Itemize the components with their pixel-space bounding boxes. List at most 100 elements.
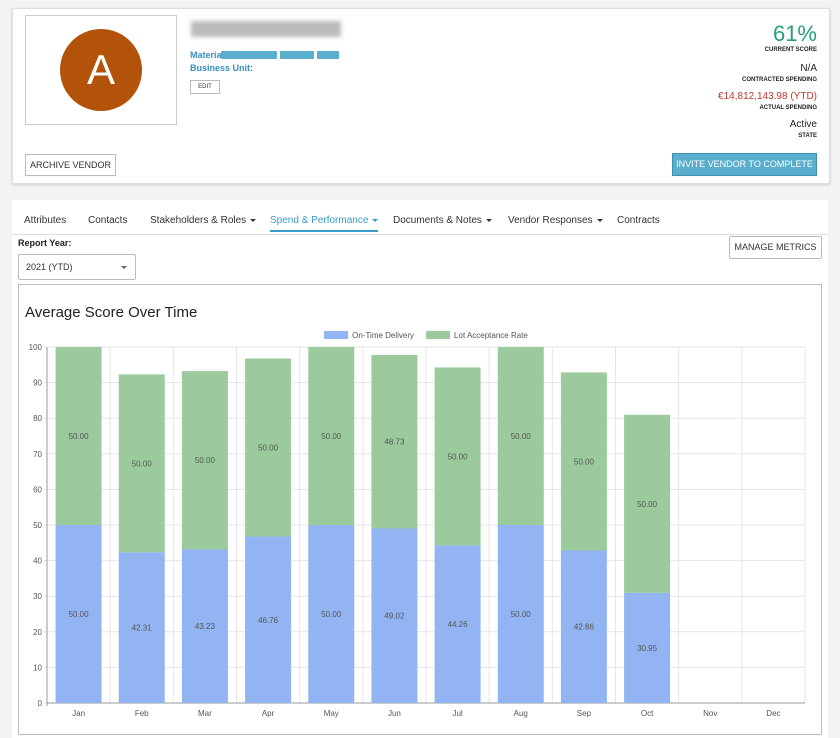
tab-bar: Attributes Contacts Stakeholders & Roles Sp… <box>12 212 828 235</box>
avatar-frame: A <box>25 15 177 125</box>
x-tick-label: Feb <box>135 709 149 718</box>
bar-segment <box>371 528 418 703</box>
data-label: 50.00 <box>69 610 90 619</box>
tab[interactable]: Spend & Performance <box>270 215 379 232</box>
tab-label: Attributes <box>24 215 67 226</box>
tab-label: Contracts <box>617 215 660 226</box>
chart: Average Score Over Time 0 10 20 30 40 50 60 70 80… <box>18 284 822 735</box>
tab[interactable]: Attributes <box>24 215 66 226</box>
data-label: 49.02 <box>384 612 405 621</box>
select-caret <box>121 266 127 269</box>
data-label: 42.31 <box>132 624 153 633</box>
bar-segment <box>434 367 481 546</box>
data-label: 30.95 <box>637 644 658 653</box>
avatar: A <box>60 29 142 111</box>
manage-metrics-button[interactable]: MANAGE METRICS <box>729 236 822 259</box>
tab[interactable]: Contracts <box>617 215 660 226</box>
bar-segment <box>118 552 165 703</box>
stat-value: N/A <box>800 63 817 74</box>
tab[interactable]: Documents & Notes <box>393 215 492 226</box>
bar-segment <box>245 358 292 537</box>
bar-segment <box>497 347 544 525</box>
y-tick-label: 60 <box>33 485 42 494</box>
material-tag <box>317 51 339 59</box>
bar-segment <box>497 525 544 703</box>
data-label: 50.00 <box>258 444 279 453</box>
x-tick-label: Dec <box>766 709 780 718</box>
data-label: 48.73 <box>384 438 405 447</box>
data-label: 50.00 <box>69 432 90 441</box>
x-tick-label: Oct <box>641 709 654 718</box>
tab[interactable]: Stakeholders & Roles <box>150 215 257 226</box>
data-label: 43.23 <box>195 622 216 631</box>
y-tick-label: 30 <box>33 592 42 601</box>
bar-segment <box>181 371 228 550</box>
stat-label: STATE <box>798 133 817 139</box>
edit-button[interactable]: EDIT <box>190 80 220 94</box>
x-tick-label: Mar <box>198 709 212 718</box>
x-tick-label: Nov <box>703 709 717 718</box>
tab-caret <box>485 218 492 222</box>
y-tick-label: 100 <box>29 343 43 352</box>
x-tick-label: Jan <box>72 709 85 718</box>
tab-label: Spend & Performance <box>270 215 369 226</box>
tab-label: Contacts <box>88 215 128 226</box>
data-label: 46.76 <box>258 616 279 625</box>
bar-segment <box>308 525 355 703</box>
bar-segment <box>560 372 607 551</box>
x-tick-label: Apr <box>262 709 275 718</box>
vendor-card: A Material: Business Unit: EDIT 61% CURRE… <box>12 8 830 184</box>
material-tag <box>221 51 277 59</box>
stat-label: ACTUAL SPENDING <box>759 105 817 111</box>
tab-caret <box>250 218 257 222</box>
legend-swatch <box>426 331 451 339</box>
data-label: 50.00 <box>321 432 342 441</box>
data-label: 50.00 <box>132 459 153 468</box>
archive-button[interactable]: ARCHIVE VENDOR <box>25 154 116 176</box>
data-label: 42.86 <box>574 623 595 632</box>
tab[interactable]: Contacts <box>88 215 127 226</box>
y-tick-label: 10 <box>33 663 42 672</box>
invite-button[interactable]: INVITE VENDOR TO COMPLETE <box>672 153 817 176</box>
bar-segment <box>245 536 292 703</box>
stat-value: €14,812,143.98 (YTD) <box>718 91 817 102</box>
data-label: 50.00 <box>321 610 342 619</box>
tab-label: Documents & Notes <box>393 215 482 226</box>
y-tick-label: 20 <box>33 628 42 637</box>
stat-value: 61% <box>772 21 817 46</box>
tab-caret <box>372 218 379 222</box>
legend-label: On-Time Delivery <box>352 331 414 340</box>
data-label: 50.00 <box>511 432 532 441</box>
data-label: 50.00 <box>637 500 658 509</box>
bar-segment <box>55 347 102 525</box>
y-tick-label: 90 <box>33 379 42 388</box>
vendor-name-blurred <box>191 21 341 37</box>
report-year-label: Report Year: <box>18 238 72 248</box>
bar-segment <box>560 550 607 703</box>
bar-segment <box>308 347 355 525</box>
data-label: 50.00 <box>511 610 532 619</box>
tab[interactable]: Vendor Responses <box>508 215 603 226</box>
x-tick-label: Jul <box>452 709 462 718</box>
x-tick-label: Jun <box>388 709 401 718</box>
y-tick-label: 70 <box>33 450 42 459</box>
tab-caret <box>596 218 603 222</box>
data-label: 50.00 <box>195 456 216 465</box>
bar-segment <box>434 545 481 703</box>
y-tick-label: 0 <box>38 699 43 708</box>
business-unit-label: Business Unit: <box>190 63 254 73</box>
bar-segment <box>371 355 418 529</box>
tab-label: Stakeholders & Roles <box>150 215 247 226</box>
y-tick-label: 80 <box>33 414 42 423</box>
stat-label: CONTRACTED SPENDING <box>741 77 817 83</box>
stat-value: Active <box>789 119 817 130</box>
bar-segment <box>181 549 228 703</box>
legend-label: Lot Acceptance Rate <box>454 331 528 340</box>
data-label: 50.00 <box>448 452 469 461</box>
material-tag <box>280 51 314 59</box>
year-select[interactable]: 2021 (YTD) <box>18 254 136 280</box>
y-tick-label: 50 <box>33 521 42 530</box>
material-label: Material: <box>190 50 228 60</box>
chart-title: Average Score Over Time <box>25 304 197 321</box>
